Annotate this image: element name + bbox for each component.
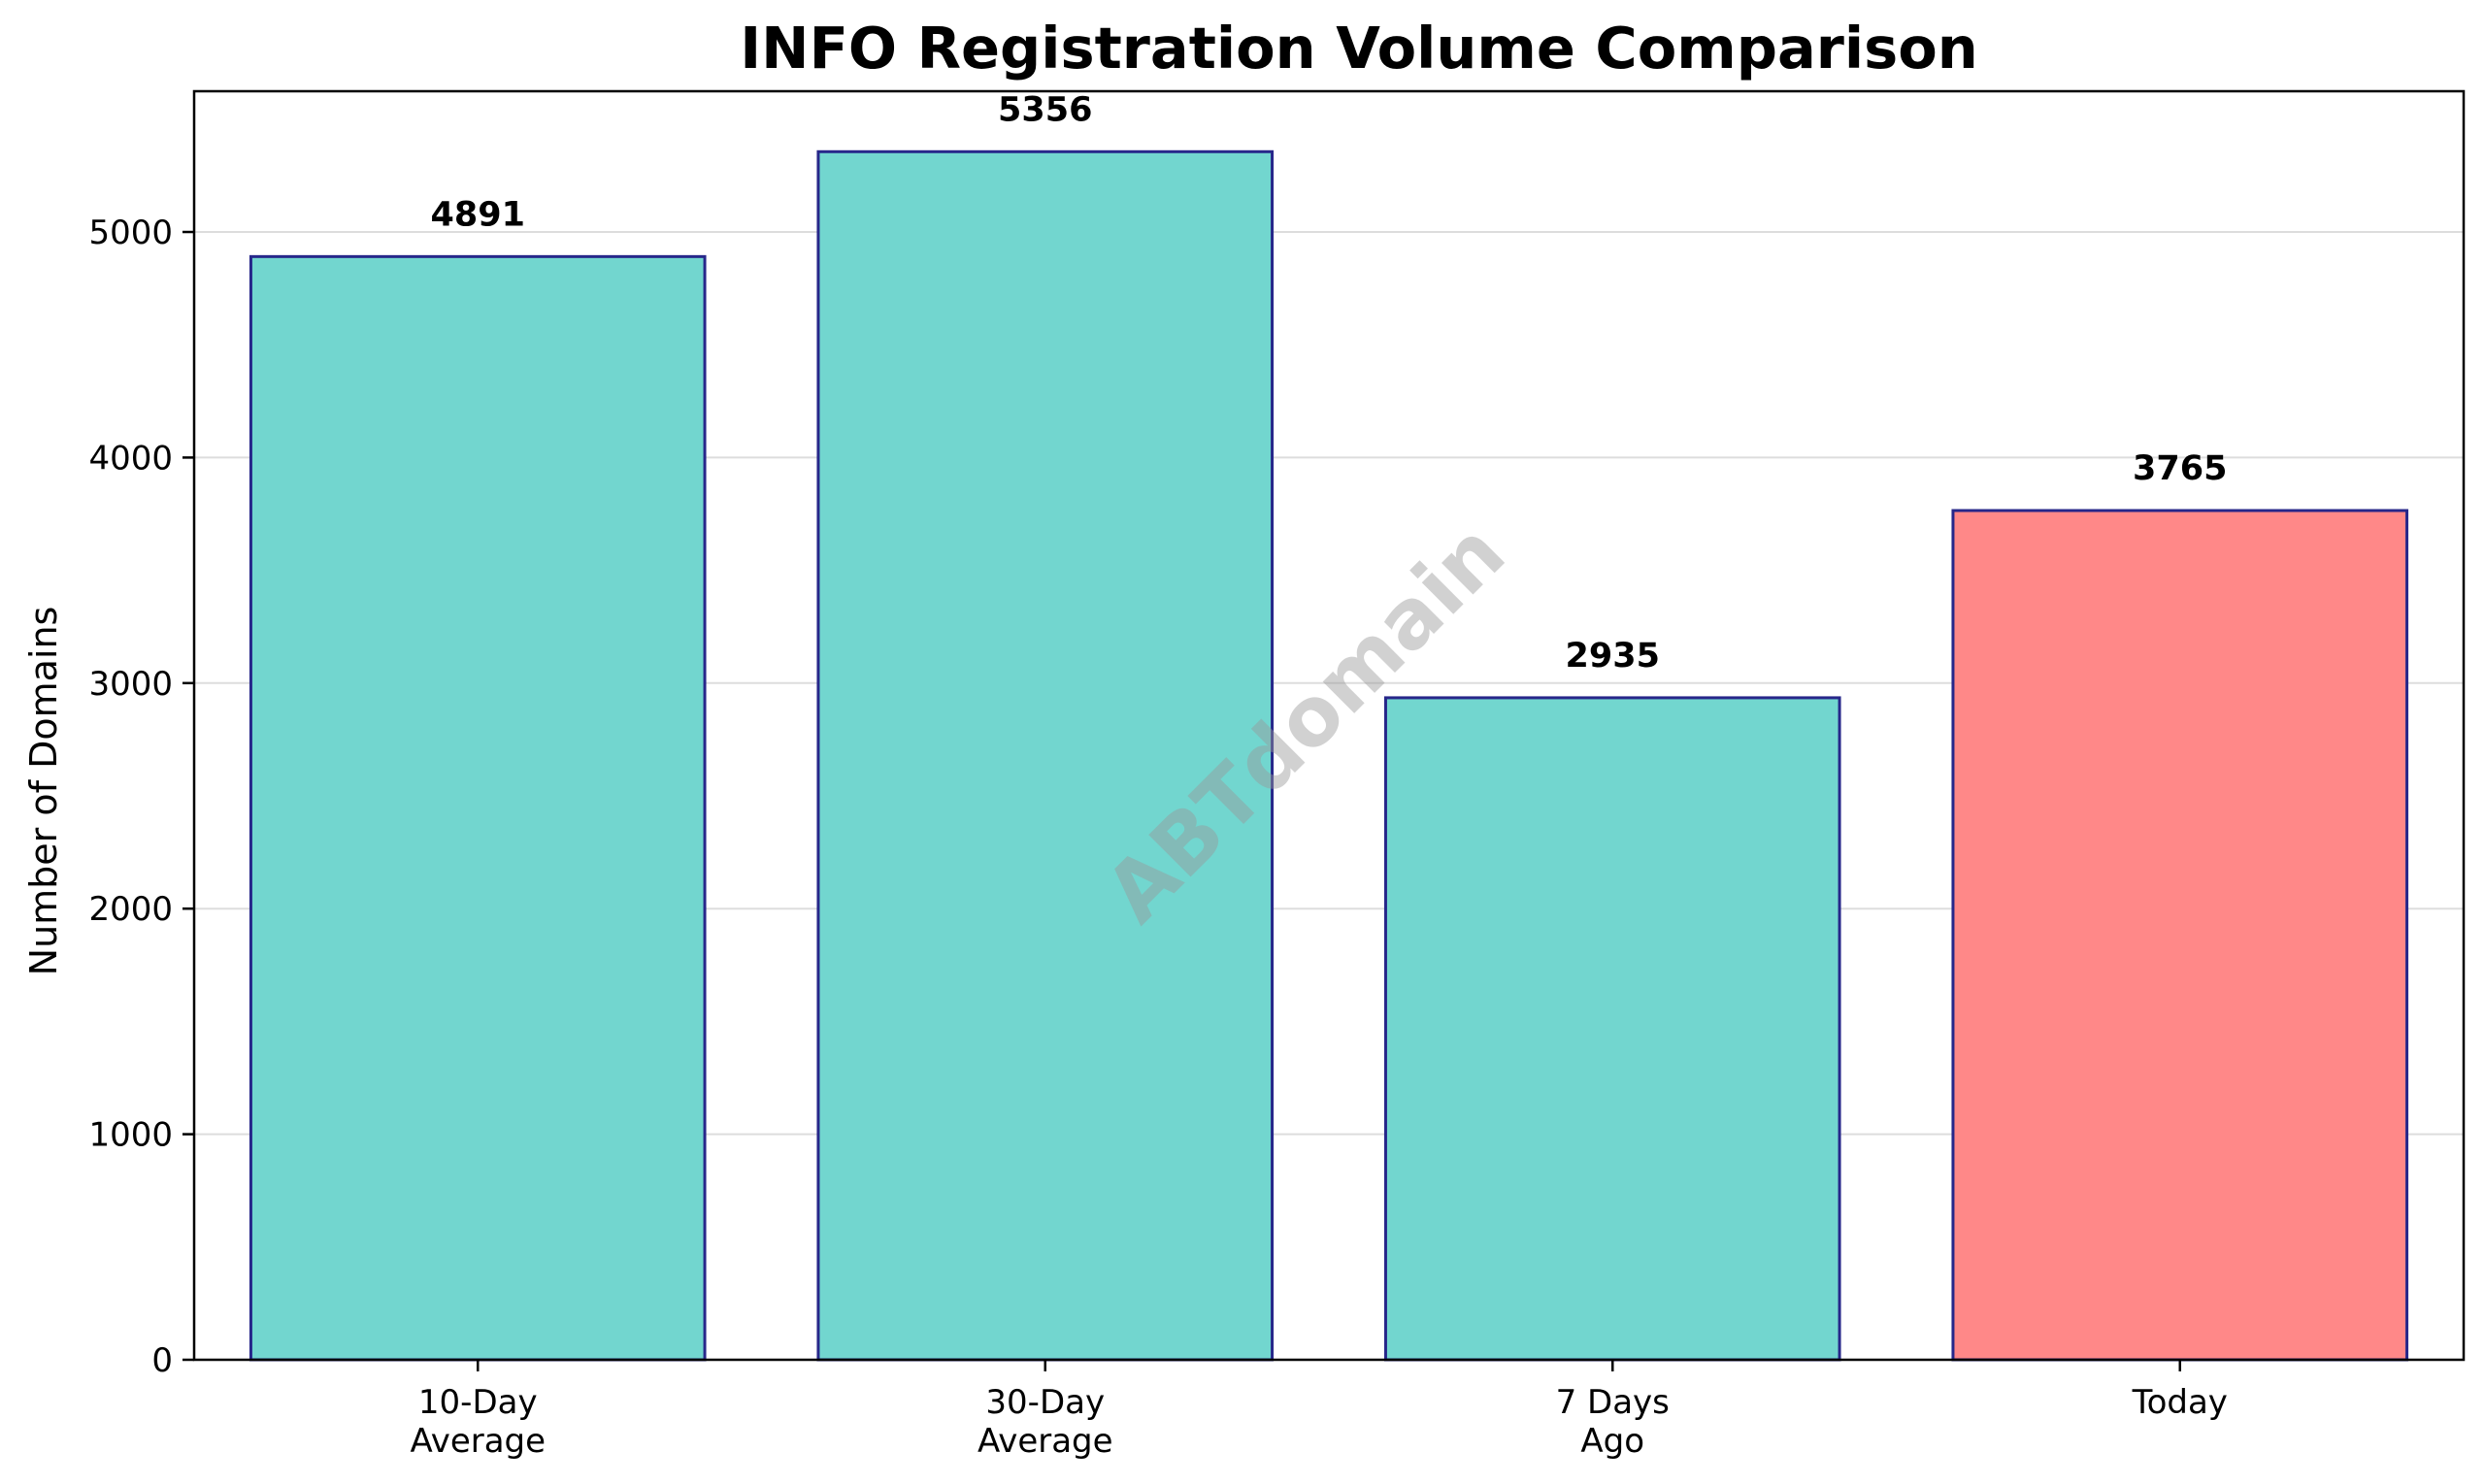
y-axis-ticks: 0 1000 2000 3000 4000 5000	[88, 214, 194, 1380]
x-tick-label: 10-Day Average	[410, 1383, 546, 1461]
bar	[248, 254, 707, 1362]
bar-value-label: 2935	[1566, 637, 1660, 676]
bar-value-label: 4891	[431, 195, 525, 234]
bar	[816, 149, 1275, 1362]
y-tick-label: 1000	[88, 1116, 173, 1155]
chart-title: INFO Registration Volume Comparison	[740, 15, 1978, 82]
bar-value-label: 3765	[2133, 449, 2227, 488]
bars	[248, 149, 2409, 1362]
bar	[1951, 509, 2409, 1362]
bar	[1383, 696, 1841, 1362]
y-axis-label: Number of Domains	[22, 607, 65, 976]
bar-value-label: 5356	[998, 90, 1092, 129]
plot-frame	[192, 89, 2466, 1362]
y-tick-label: 3000	[88, 665, 173, 704]
y-tick-label: 4000	[88, 439, 173, 478]
x-axis-ticks: 10-Day Average 30-Day Average 7 Days Ago Today	[410, 1360, 2228, 1461]
value-labels: 4891 5356 2935 3765	[431, 90, 2228, 676]
y-tick-label: 5000	[88, 214, 173, 252]
x-tick-label: Today	[2132, 1383, 2228, 1422]
x-tick-label: 30-Day Average	[977, 1383, 1113, 1461]
x-tick-label: 7 Days Ago	[1556, 1383, 1670, 1461]
y-tick-label: 2000	[88, 890, 173, 929]
y-tick-label: 0	[151, 1341, 173, 1380]
